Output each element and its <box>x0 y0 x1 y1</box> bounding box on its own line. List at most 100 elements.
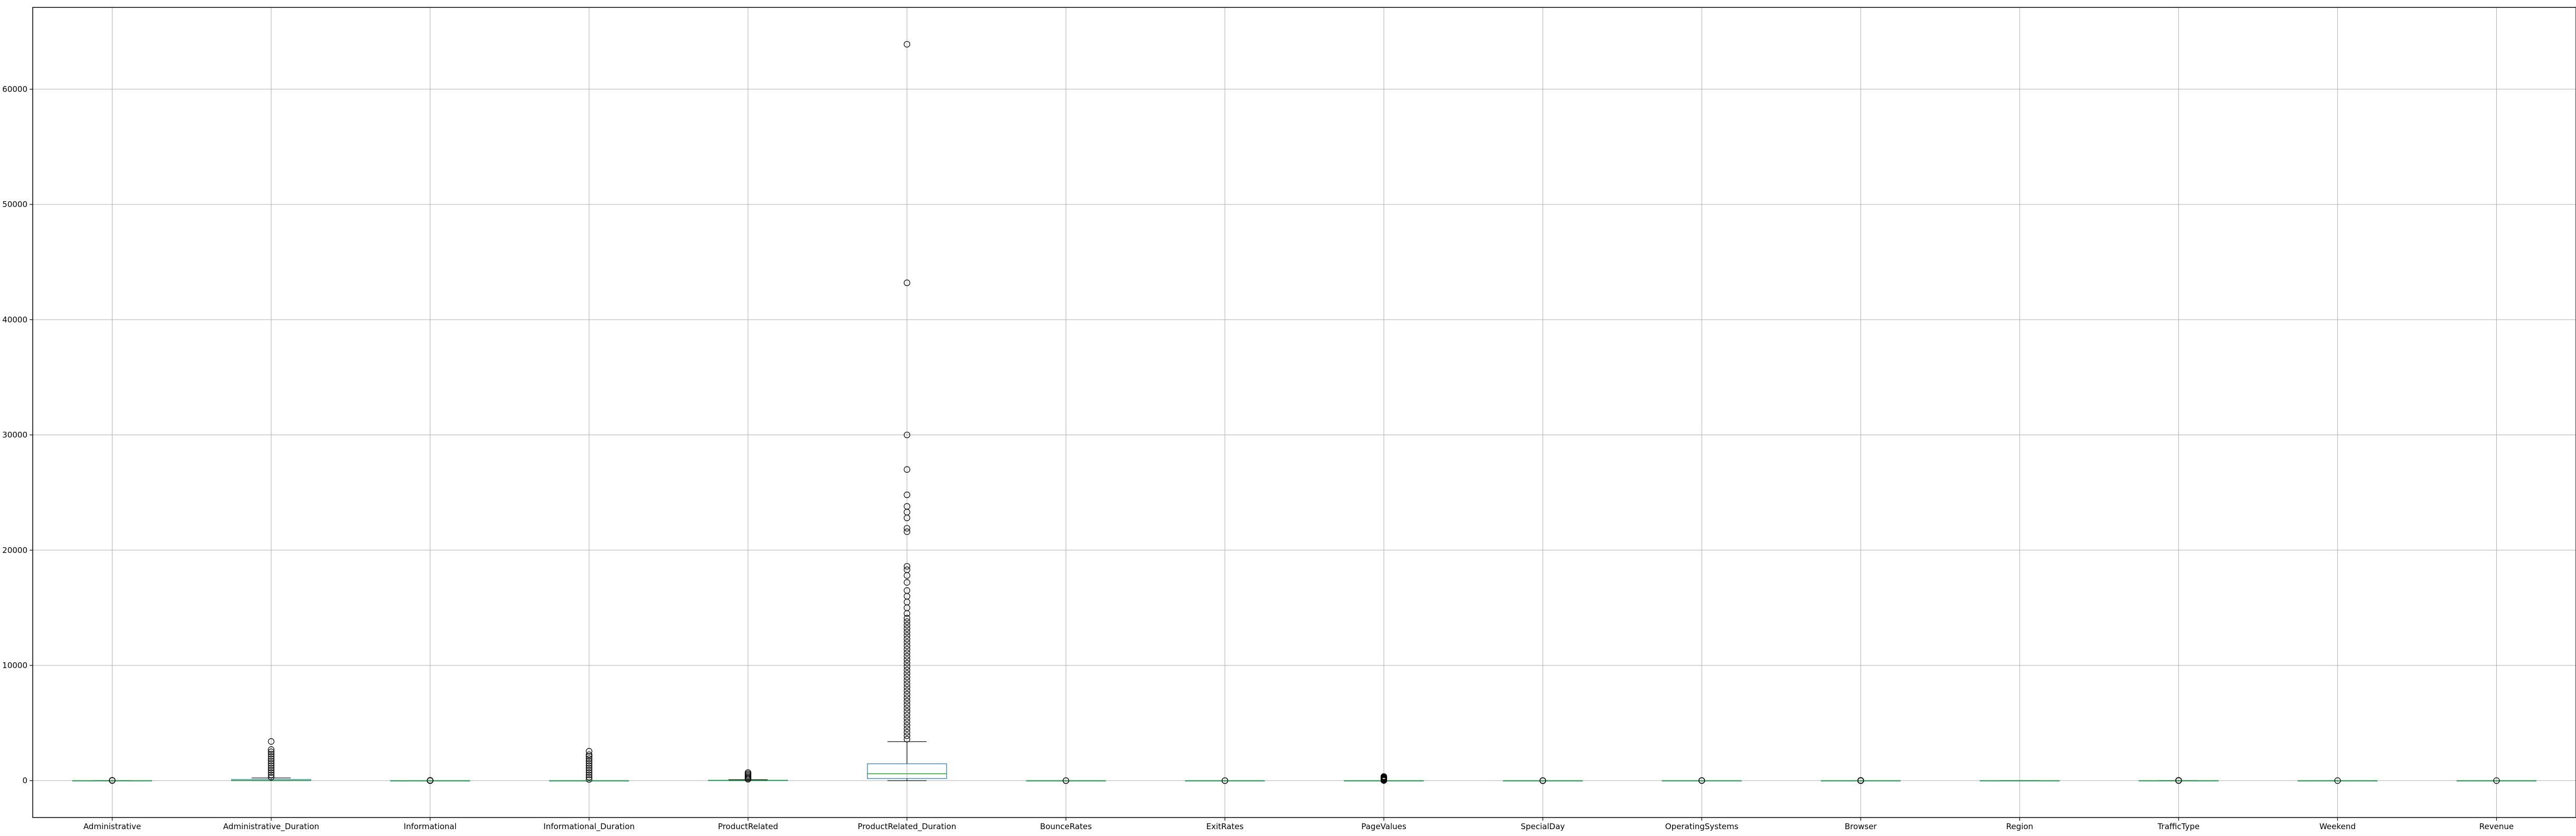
outlier-point <box>903 466 910 473</box>
x-tick-label: TrafficType <box>2157 822 2200 831</box>
outlier-point <box>903 666 910 673</box>
outlier-point <box>2175 777 2182 784</box>
outlier-point <box>1699 777 1705 784</box>
box-informational <box>390 777 470 784</box>
box-operatingsystems <box>1662 777 1742 784</box>
outlier-point <box>903 732 910 739</box>
outlier-point <box>268 769 275 776</box>
outlier-point <box>903 622 910 628</box>
x-tick-label: Administrative_Duration <box>223 822 319 832</box>
outlier-point <box>903 632 910 639</box>
tick-labels: 0 10000 20000 30000 40000 50000 60000 Administr… <box>2 84 2514 832</box>
x-tick-label: PageValues <box>1361 822 1407 831</box>
outlier-point <box>744 769 751 776</box>
grid-lines <box>33 7 2576 818</box>
outlier-point <box>903 628 910 635</box>
outlier-point <box>2334 777 2341 784</box>
outlier-point <box>903 670 910 677</box>
outlier-point <box>268 772 275 778</box>
box-weekend <box>2297 777 2378 784</box>
outlier-point <box>2493 777 2500 784</box>
box-productrelated <box>708 769 788 783</box>
x-tick-label: Revenue <box>2479 822 2514 831</box>
y-tick-label: 0 <box>22 776 27 785</box>
outlier-point <box>268 750 275 758</box>
outlier-point <box>586 757 592 765</box>
outlier-point <box>268 765 275 772</box>
outlier-point <box>903 639 910 646</box>
outlier-point <box>903 729 910 736</box>
x-tick-label: SpecialDay <box>1521 822 1565 831</box>
x-tick-label: Administrative <box>83 822 141 831</box>
outlier-point <box>903 615 910 622</box>
box-administrative <box>72 777 153 784</box>
box-informational-duration <box>549 748 629 783</box>
outlier-point <box>903 41 910 48</box>
outlier-point <box>903 715 910 722</box>
outlier-point <box>903 722 910 729</box>
outlier-point <box>903 528 910 535</box>
outlier-point <box>268 760 275 767</box>
plot-frame <box>32 7 2576 818</box>
outlier-point <box>903 694 910 701</box>
outlier-point <box>903 677 910 684</box>
outlier-point <box>427 777 433 784</box>
outlier-point <box>903 698 910 705</box>
box-productrelated-duration <box>867 41 947 781</box>
outlier-point <box>903 705 910 711</box>
outlier-point <box>586 762 592 769</box>
box-revenue <box>2456 777 2537 784</box>
outlier-point <box>903 491 910 499</box>
outlier-point <box>903 642 910 649</box>
outlier-point <box>903 725 910 732</box>
outlier-point <box>586 769 592 776</box>
x-tick-label: ExitRates <box>1206 822 1244 831</box>
outlier-point <box>903 660 910 666</box>
outlier-point <box>903 684 910 691</box>
outlier-point <box>903 566 910 573</box>
outlier-point <box>903 673 910 680</box>
outlier-point <box>1380 773 1388 780</box>
outlier-point <box>903 279 910 286</box>
y-tick-label: 40000 <box>2 315 27 324</box>
outlier-point <box>268 746 275 753</box>
outlier-point <box>586 753 592 760</box>
outlier-point <box>903 579 910 586</box>
x-tick-label: ProductRelated_Duration <box>858 822 957 832</box>
outlier-point <box>268 755 275 762</box>
outlier-point <box>903 687 910 694</box>
outlier-point <box>586 765 592 772</box>
x-tick-label: Weekend <box>2319 822 2356 831</box>
outlier-point <box>268 762 275 769</box>
x-tick-label: BounceRates <box>1040 822 1092 831</box>
outlier-point <box>903 649 910 656</box>
box-administrative-duration <box>231 738 312 781</box>
outlier-point <box>1062 777 1070 784</box>
box-bouncerates <box>1026 777 1106 784</box>
box-browser <box>1820 777 1901 784</box>
outlier-point <box>586 767 592 774</box>
outlier-point <box>1539 777 1546 784</box>
y-tick-label: 20000 <box>2 546 27 555</box>
outlier-point <box>586 755 592 762</box>
outlier-point <box>903 635 910 642</box>
box-traffictype <box>2138 777 2219 784</box>
x-tick-label: Informational <box>404 822 457 831</box>
outlier-point <box>903 587 910 594</box>
x-tick-label: ProductRelated <box>718 822 778 831</box>
outlier-point <box>268 774 275 781</box>
outlier-point <box>903 656 910 663</box>
box-exitrates <box>1185 777 1265 784</box>
outlier-point <box>903 618 910 625</box>
outlier-point <box>903 701 910 708</box>
outlier-point <box>268 748 275 755</box>
outlier-point <box>586 748 592 755</box>
outlier-point <box>903 525 910 532</box>
x-tick-label: Informational_Duration <box>543 822 635 832</box>
outlier-point <box>903 718 910 725</box>
outlier-point <box>1857 777 1864 784</box>
y-tick-label: 60000 <box>2 84 27 94</box>
outlier-point <box>268 767 275 774</box>
